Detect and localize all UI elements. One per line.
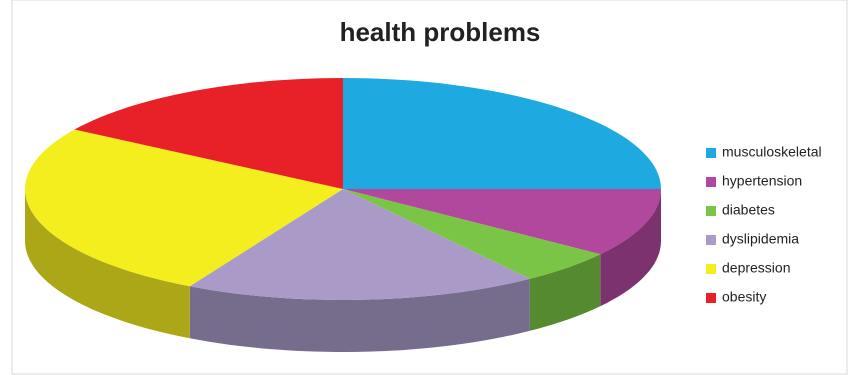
legend-label: obesity — [722, 289, 766, 305]
legend-swatch — [706, 235, 716, 245]
legend-label: diabetes — [722, 202, 775, 218]
legend-label: depression — [722, 260, 791, 276]
slice — [25, 129, 343, 287]
slice — [343, 78, 661, 189]
slice — [343, 189, 661, 255]
legend-label: dyslipidemia — [722, 231, 799, 247]
slice-side — [189, 278, 530, 352]
slice — [343, 189, 601, 279]
chart-title: health problems — [340, 17, 541, 47]
legend-swatch — [706, 293, 716, 303]
legend-label: hypertension — [722, 173, 802, 189]
slice-side — [25, 189, 190, 339]
legend-swatch — [706, 148, 716, 158]
slice — [189, 189, 530, 300]
legend-swatch — [706, 206, 716, 216]
slice — [74, 78, 343, 189]
legend-swatch — [706, 177, 716, 187]
legend-swatch — [706, 264, 716, 274]
legend-label: musculoskeletal — [722, 144, 822, 160]
slice-side — [529, 254, 601, 331]
slice-side — [600, 189, 661, 307]
